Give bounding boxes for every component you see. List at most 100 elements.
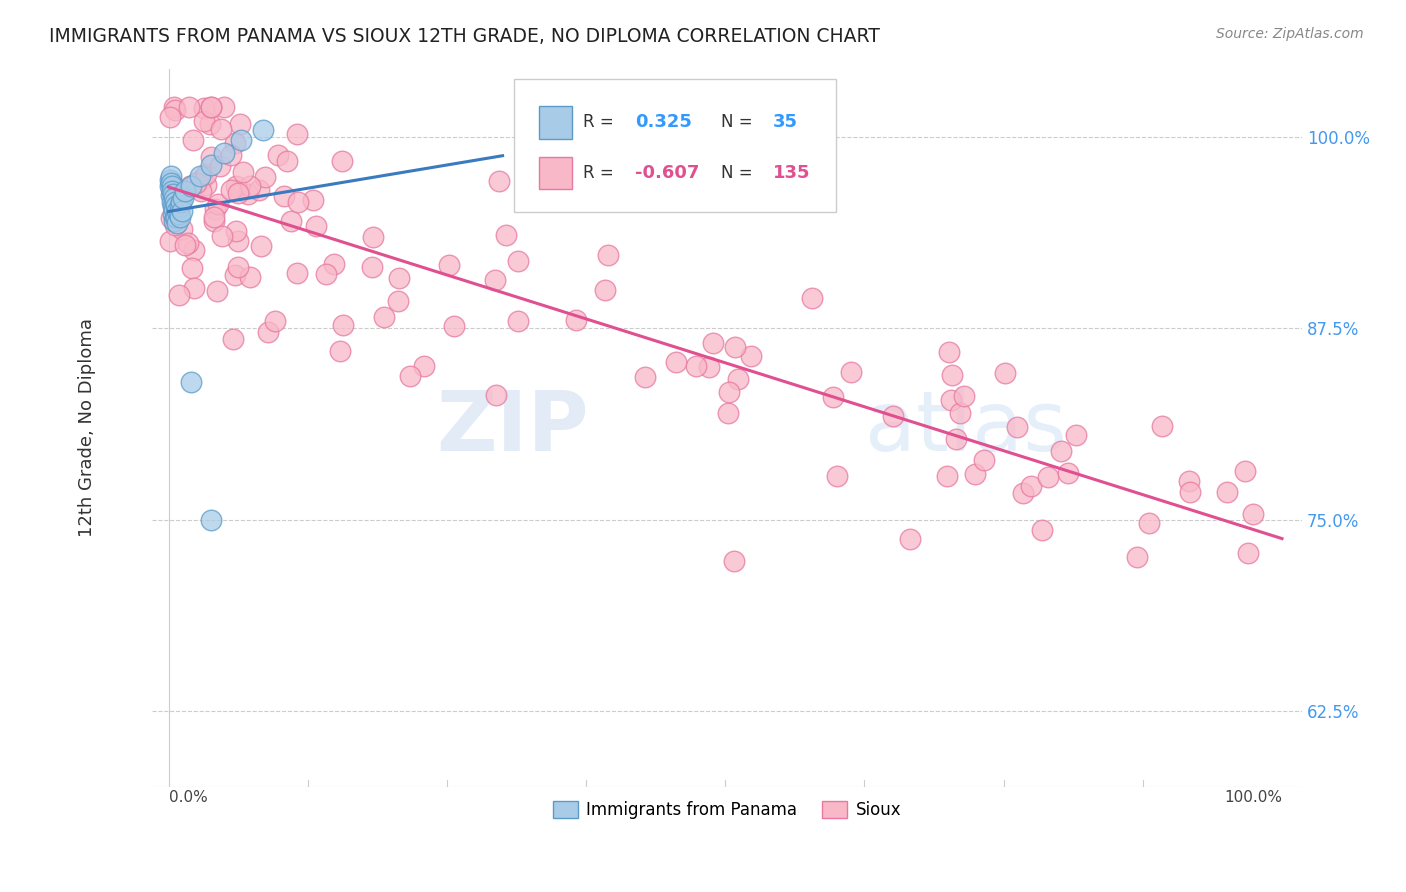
Point <box>250 239 273 253</box>
Point <box>177 100 200 114</box>
Point <box>165 103 187 118</box>
Point <box>184 177 207 191</box>
Point <box>174 184 197 198</box>
Point <box>724 340 747 354</box>
Point <box>202 210 225 224</box>
Point <box>717 385 740 400</box>
Point <box>953 389 976 403</box>
Point <box>193 114 215 128</box>
Point <box>229 117 252 131</box>
Point <box>209 121 232 136</box>
Point <box>160 194 183 209</box>
Point <box>179 179 201 194</box>
Text: R =: R = <box>583 113 619 131</box>
Point <box>200 100 222 114</box>
Text: 35: 35 <box>773 113 799 131</box>
Point <box>172 192 194 206</box>
Point <box>595 283 617 297</box>
Point <box>228 235 250 249</box>
Point <box>162 186 184 201</box>
Point <box>1234 464 1257 478</box>
Legend: Immigrants from Panama, Sioux: Immigrants from Panama, Sioux <box>546 794 908 826</box>
Point <box>160 211 183 226</box>
Point <box>1178 475 1201 489</box>
Text: IMMIGRANTS FROM PANAMA VS SIOUX 12TH GRADE, NO DIPLOMA CORRELATION CHART: IMMIGRANTS FROM PANAMA VS SIOUX 12TH GRA… <box>49 27 880 45</box>
Point <box>332 318 354 333</box>
Point <box>508 254 530 268</box>
Text: 100.0%: 100.0% <box>1225 790 1282 805</box>
Point <box>1216 485 1239 500</box>
Point <box>301 193 323 207</box>
Point <box>225 224 247 238</box>
Point <box>166 203 188 218</box>
Point <box>200 158 222 172</box>
Point <box>170 194 193 209</box>
Text: 0.0%: 0.0% <box>169 790 207 805</box>
Point <box>224 268 246 282</box>
Point <box>598 248 620 262</box>
Point <box>1019 479 1042 493</box>
Point <box>183 281 205 295</box>
Point <box>208 159 231 173</box>
Point <box>165 199 187 213</box>
Point <box>172 222 194 236</box>
Point <box>267 147 290 161</box>
Point <box>285 127 308 141</box>
Point <box>740 349 762 363</box>
Point <box>169 210 191 224</box>
Point <box>315 267 337 281</box>
Point <box>232 165 254 179</box>
Text: Source: ZipAtlas.com: Source: ZipAtlas.com <box>1216 27 1364 41</box>
Point <box>198 117 221 131</box>
Point <box>162 199 184 213</box>
Point <box>634 369 657 384</box>
Point <box>882 409 904 423</box>
Point <box>484 272 506 286</box>
Point <box>212 145 235 160</box>
Point <box>1236 545 1258 559</box>
Point <box>702 336 724 351</box>
Point <box>506 313 529 327</box>
Point <box>665 355 688 369</box>
Point <box>388 271 411 285</box>
Point <box>167 207 190 221</box>
Point <box>723 554 745 568</box>
Point <box>280 213 302 227</box>
Point <box>488 174 510 188</box>
Point <box>163 202 186 217</box>
Point <box>941 368 963 383</box>
Point <box>993 366 1015 380</box>
Point <box>276 154 298 169</box>
Point <box>1036 469 1059 483</box>
Point <box>159 234 181 248</box>
Point <box>945 432 967 446</box>
Point <box>287 266 309 280</box>
Point <box>399 368 422 383</box>
Point <box>239 179 262 194</box>
Point <box>373 310 395 325</box>
Point <box>160 179 183 194</box>
Point <box>825 469 848 483</box>
Point <box>717 406 740 420</box>
Text: N =: N = <box>721 164 758 182</box>
Text: -0.607: -0.607 <box>636 164 699 182</box>
Point <box>169 199 191 213</box>
Point <box>727 372 749 386</box>
Point <box>225 178 247 193</box>
Point <box>174 238 197 252</box>
Point <box>1126 549 1149 564</box>
Point <box>202 214 225 228</box>
Point <box>287 194 309 209</box>
Point <box>247 183 270 197</box>
Point <box>1137 516 1160 530</box>
Point <box>938 345 960 359</box>
Point <box>387 293 409 308</box>
Point <box>1057 466 1080 480</box>
Point <box>1241 508 1264 522</box>
Point <box>941 392 963 407</box>
Point <box>900 533 922 547</box>
Point <box>949 406 972 420</box>
Point <box>159 173 181 187</box>
Point <box>190 185 212 199</box>
Point <box>159 110 181 124</box>
